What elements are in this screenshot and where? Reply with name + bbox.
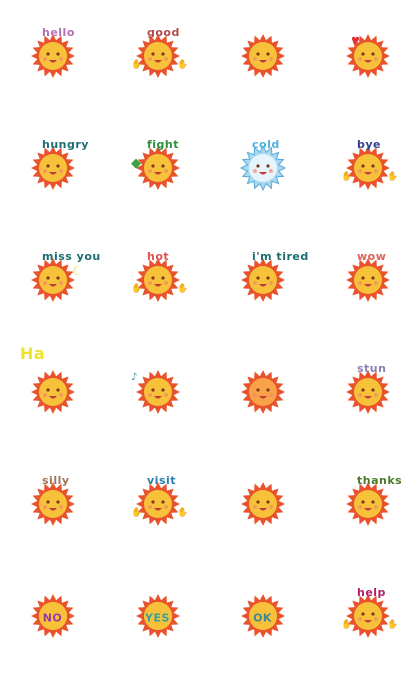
sun-icon [239, 32, 287, 84]
sun-icon [29, 32, 77, 84]
flag-icon: ◆ [131, 156, 141, 171]
sticker-miss-you[interactable]: miss you ☾ [0, 224, 105, 336]
sticker-label: stun [357, 362, 387, 375]
sticker-blank-3[interactable]: ♥ [315, 0, 420, 112]
arm-right-icon: ✋ [387, 172, 399, 182]
sticker-label: hungry [42, 138, 89, 151]
arm-right-icon: ✋ [177, 508, 189, 518]
sticker-label: miss you [42, 250, 101, 263]
sun-icon [344, 368, 392, 420]
arm-left-icon: ✋ [341, 172, 353, 182]
sun-icon [239, 144, 287, 196]
sun-icon [29, 480, 77, 532]
sticker-yes[interactable]: YES [105, 560, 210, 672]
moon-icon: ☾ [72, 264, 83, 278]
sun-icon [344, 480, 392, 532]
sun-icon [134, 368, 182, 420]
sticker-help[interactable]: help ✋ ✋ [315, 560, 420, 672]
sticker-stun[interactable]: stun [315, 336, 420, 448]
sticker-label: thanks [357, 474, 403, 487]
sticker-ha[interactable]: Ha [0, 336, 105, 448]
sticker-blank-13[interactable]: ♪ [105, 336, 210, 448]
sticker-hungry[interactable]: hungry [0, 112, 105, 224]
arm-left-icon: ✋ [131, 60, 143, 70]
sun-icon [29, 144, 77, 196]
sticker-cold[interactable]: cold [210, 112, 315, 224]
sticker-blank-14[interactable] [210, 336, 315, 448]
sun-icon [239, 256, 287, 308]
sun-icon [239, 368, 287, 420]
sticker-label: bye [357, 138, 382, 151]
sticker-label: YES [145, 611, 170, 625]
sticker-label: hot [147, 250, 170, 263]
sun-icon [344, 32, 392, 84]
sticker-label: wow [357, 250, 387, 263]
sun-icon [29, 592, 77, 644]
sticker-fight[interactable]: fight ◆ [105, 112, 210, 224]
sticker-label: visit [147, 474, 177, 487]
sun-icon [239, 592, 287, 644]
arm-right-icon: ✋ [177, 284, 189, 294]
sticker-label: hello [42, 26, 75, 39]
sun-icon [344, 256, 392, 308]
sticker-label: cold [252, 138, 280, 151]
sticker-label: fight [147, 138, 180, 151]
sticker-label: i'm tired [252, 250, 309, 263]
sticker-label: NO [42, 611, 63, 625]
sun-icon [29, 256, 77, 308]
heart-icon: ♥ [351, 36, 360, 47]
sticker-label: good [147, 26, 180, 39]
sticker-hello[interactable]: hello [0, 0, 105, 112]
sticker-visit[interactable]: visit ✋ ✋ [105, 448, 210, 560]
sticker-label: silly [42, 474, 70, 487]
sun-icon [344, 144, 392, 196]
sticker-label: Ha [20, 344, 46, 363]
sticker-wow[interactable]: wow [315, 224, 420, 336]
sun-icon [134, 32, 182, 84]
arm-left-icon: ✋ [341, 620, 353, 630]
sticker-thanks[interactable]: thanks [315, 448, 420, 560]
sticker-i-m-tired[interactable]: i'm tired [210, 224, 315, 336]
sticker-label: OK [253, 611, 272, 625]
sticker-no[interactable]: NO [0, 560, 105, 672]
sticker-blank-18[interactable] [210, 448, 315, 560]
sun-icon [134, 144, 182, 196]
sticker-blank-2[interactable] [210, 0, 315, 112]
arm-left-icon: ✋ [131, 284, 143, 294]
sticker-label: help [357, 586, 386, 599]
sun-icon [134, 592, 182, 644]
sticker-good[interactable]: good ✋ ✋ [105, 0, 210, 112]
sun-icon [239, 480, 287, 532]
sticker-bye[interactable]: bye ✋ ✋ [315, 112, 420, 224]
sun-icon [29, 368, 77, 420]
arm-right-icon: ✋ [387, 620, 399, 630]
sticker-ok[interactable]: OK [210, 560, 315, 672]
music-note-icon: ♪ [131, 372, 138, 383]
arm-left-icon: ✋ [131, 508, 143, 518]
sticker-hot[interactable]: hot ✋ ✋ [105, 224, 210, 336]
sun-icon [134, 256, 182, 308]
arm-right-icon: ✋ [177, 60, 189, 70]
sun-icon [344, 592, 392, 644]
sticker-silly[interactable]: silly [0, 448, 105, 560]
sun-icon [134, 480, 182, 532]
